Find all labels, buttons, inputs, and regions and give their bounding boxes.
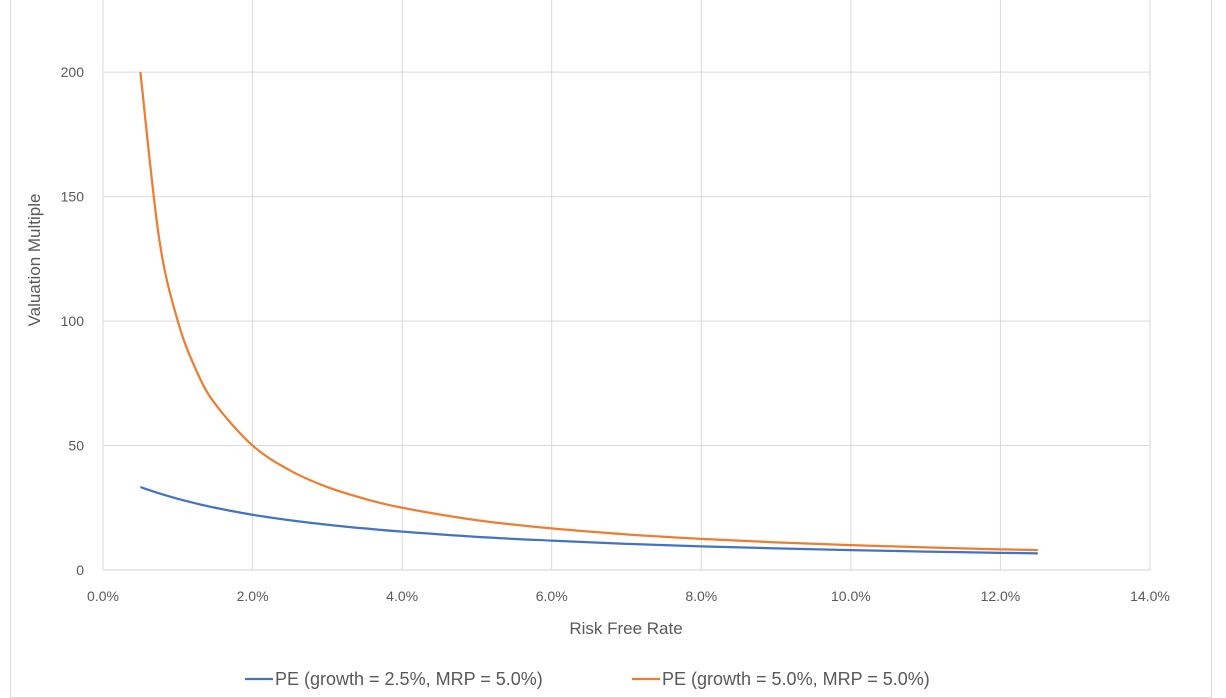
y-tick-label: 200 [61, 64, 85, 80]
x-tick-label: 10.0% [831, 588, 871, 604]
y-tick-label: 50 [68, 438, 84, 454]
x-axis-title: Risk Free Rate [569, 619, 682, 638]
x-tick-label: 14.0% [1130, 588, 1170, 604]
y-axis-ticks: 0 50 100 150 200 [61, 64, 85, 578]
x-tick-label: 4.0% [386, 588, 418, 604]
legend-label-1: PE (growth = 2.5%, MRP = 5.0%) [275, 669, 543, 689]
gridlines [102, 0, 1151, 571]
series-lines [139, 72, 1038, 555]
legend-label-2: PE (growth = 5.0%, MRP = 5.0%) [662, 669, 930, 689]
x-tick-label: 12.0% [981, 588, 1021, 604]
x-tick-label: 2.0% [237, 588, 269, 604]
series-line-1 [140, 486, 1038, 555]
y-tick-label: 150 [61, 189, 85, 205]
x-axis-ticks: 0.0% 2.0% 4.0% 6.0% 8.0% 10.0% 12.0% 14.0% [87, 588, 1170, 604]
y-tick-label: 0 [76, 562, 84, 578]
x-tick-label: 8.0% [685, 588, 717, 604]
y-tick-label: 100 [61, 313, 85, 329]
x-tick-label: 0.0% [87, 588, 119, 604]
series-line-2 [139, 72, 1038, 552]
y-axis-title: Valuation Multiple [25, 194, 44, 327]
legend: PE (growth = 2.5%, MRP = 5.0%) PE (growth… [245, 669, 930, 689]
x-tick-label: 6.0% [536, 588, 568, 604]
